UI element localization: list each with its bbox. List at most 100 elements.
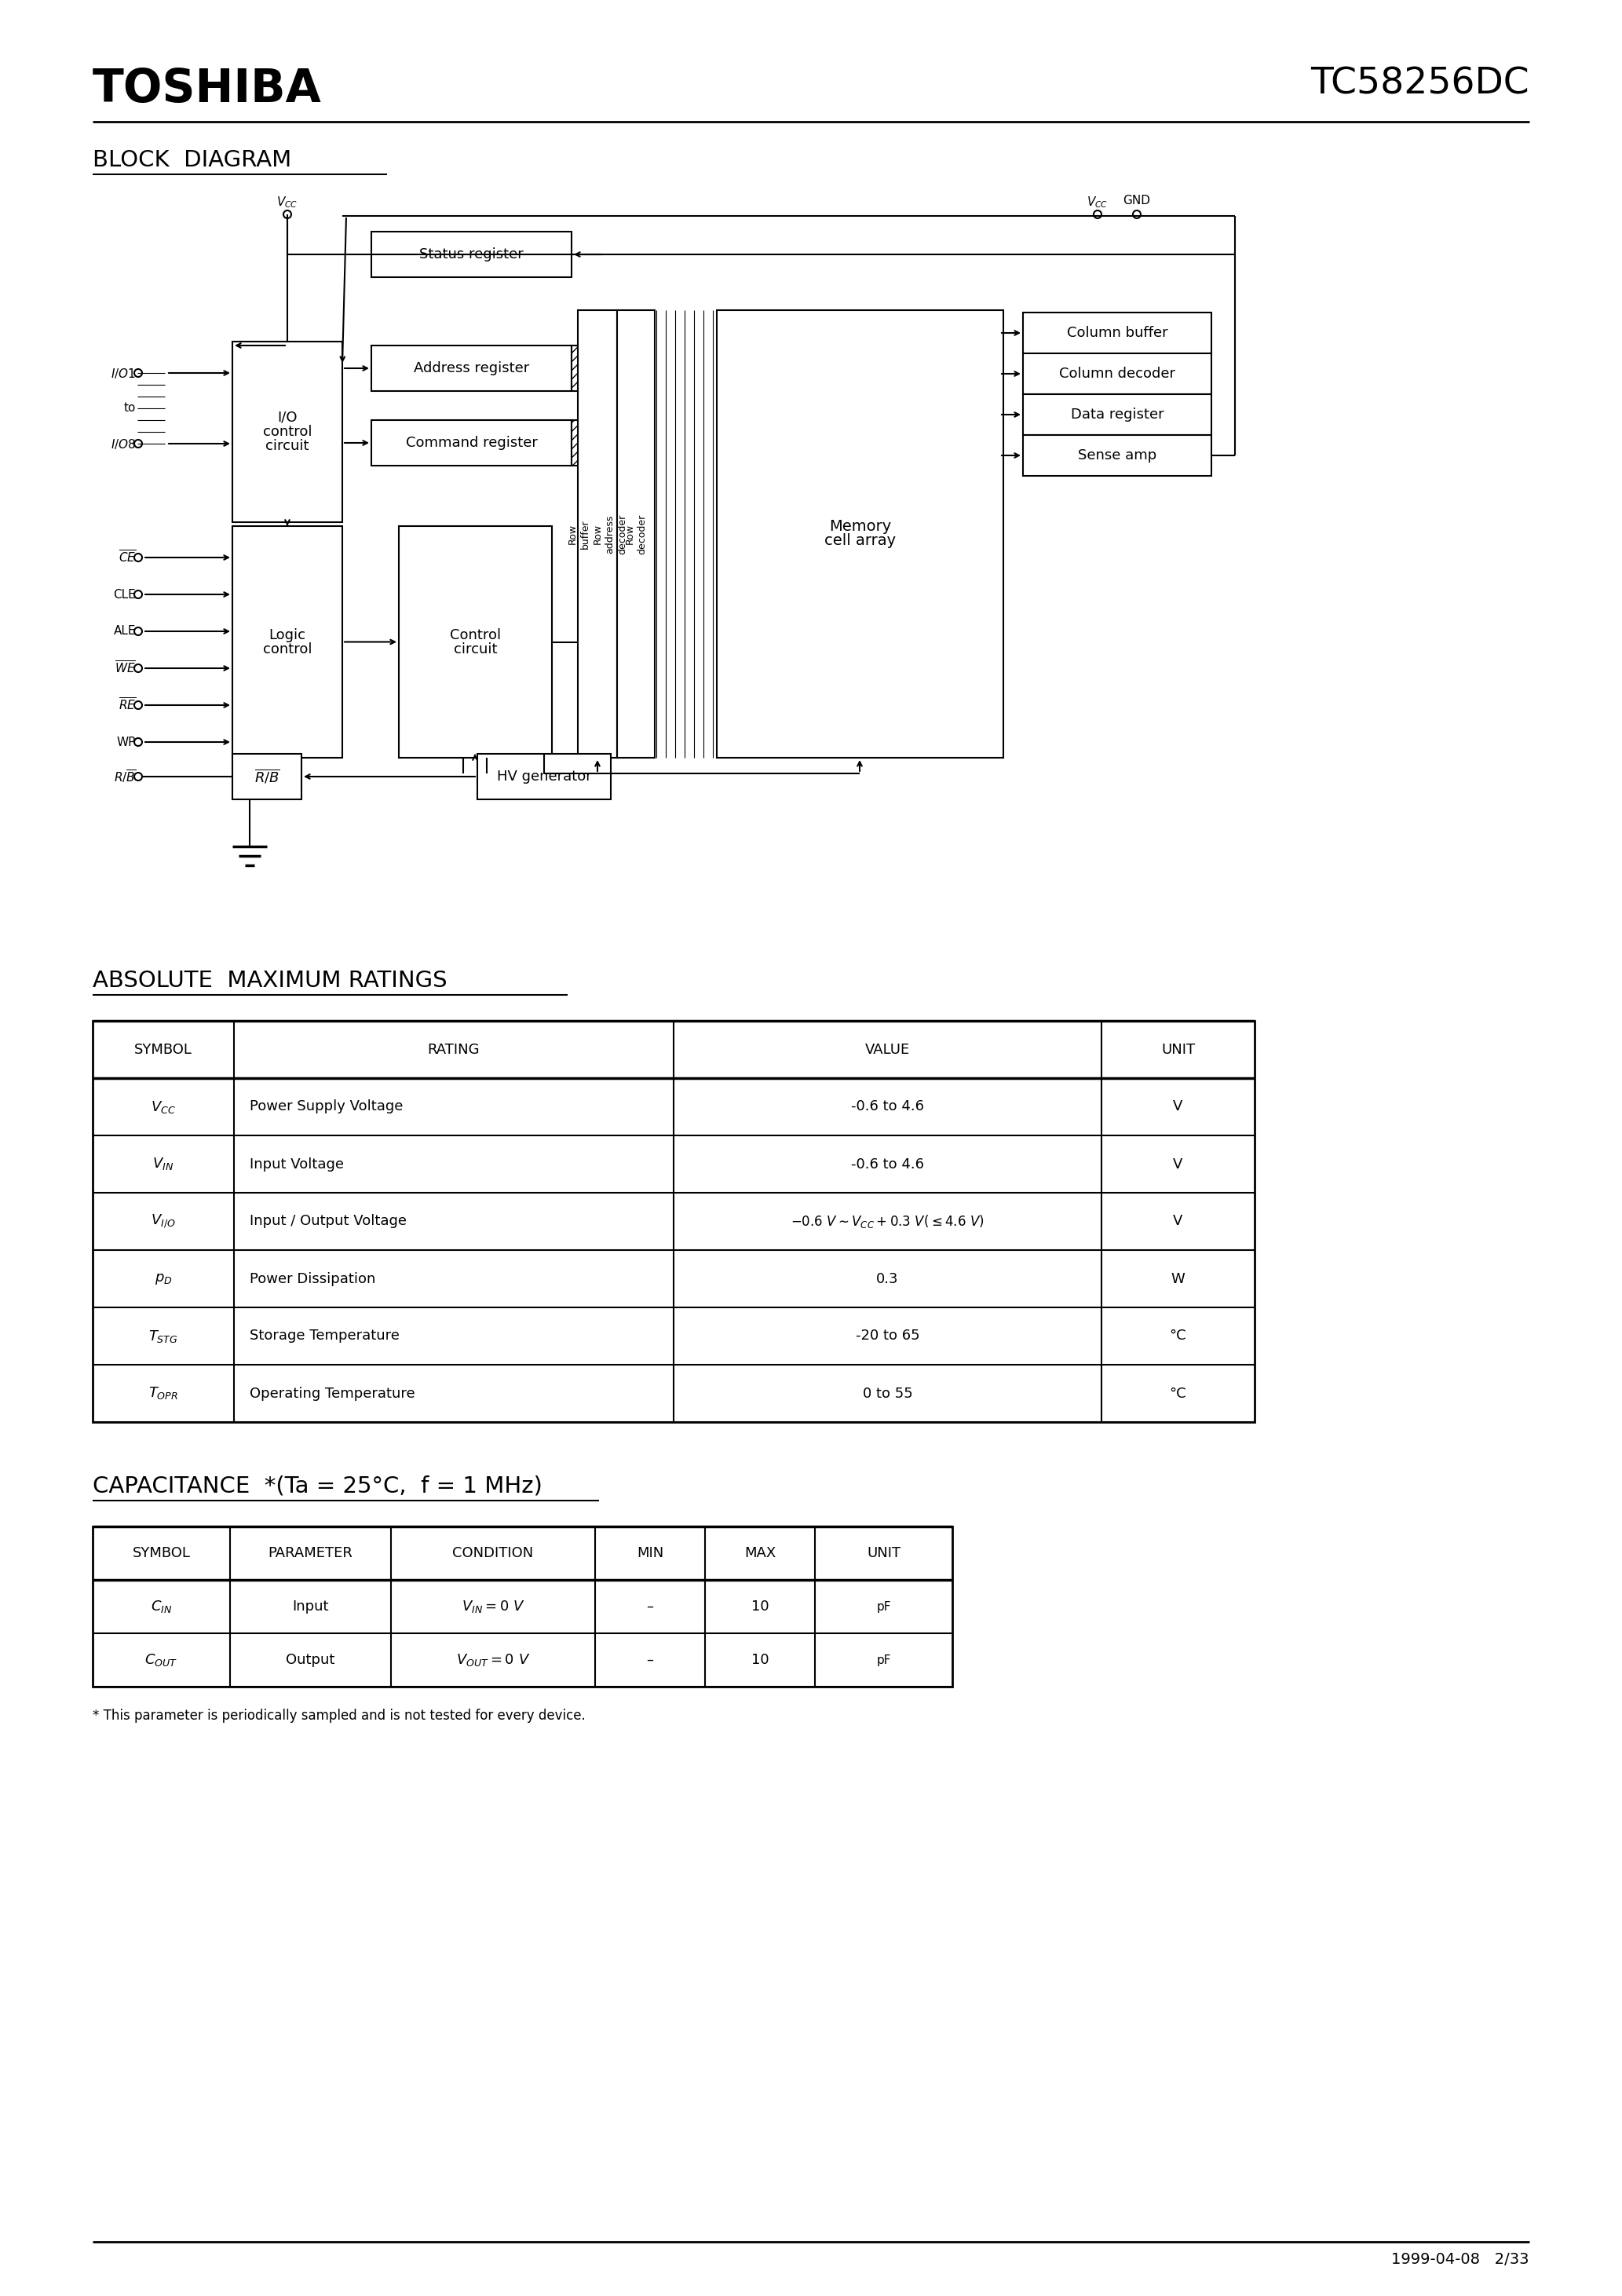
Text: 10: 10 bbox=[751, 1600, 769, 1614]
Text: GND: GND bbox=[1122, 195, 1150, 207]
Bar bbox=[1023, 354, 1212, 395]
Bar bbox=[1023, 434, 1212, 475]
Text: Row
buffer
Row
address
decoder: Row buffer Row address decoder bbox=[568, 514, 628, 553]
Text: V: V bbox=[1173, 1157, 1182, 1171]
Bar bbox=[371, 344, 571, 390]
Text: Input Voltage: Input Voltage bbox=[250, 1157, 344, 1171]
Text: $C_{IN}$: $C_{IN}$ bbox=[151, 1598, 172, 1614]
Text: Input / Output Voltage: Input / Output Voltage bbox=[250, 1215, 407, 1228]
Bar bbox=[232, 753, 302, 799]
Text: $-0.6\ V \sim V_{CC}+0.3\ V(\leq4.6\ V)$: $-0.6\ V \sim V_{CC}+0.3\ V(\leq4.6\ V)$ bbox=[792, 1212, 985, 1231]
Text: Control: Control bbox=[449, 627, 501, 643]
Text: 1999-04-08   2/33: 1999-04-08 2/33 bbox=[1392, 2252, 1530, 2266]
Text: Input: Input bbox=[292, 1600, 329, 1614]
Text: to: to bbox=[123, 402, 136, 413]
Text: RATING: RATING bbox=[428, 1042, 480, 1056]
Text: Logic: Logic bbox=[269, 627, 307, 643]
Bar bbox=[92, 1527, 952, 1688]
Text: $C_{OUT}$: $C_{OUT}$ bbox=[144, 1653, 178, 1667]
Text: HV generator: HV generator bbox=[496, 769, 592, 783]
Text: pF: pF bbox=[876, 1653, 890, 1667]
Text: ABSOLUTE  MAXIMUM RATINGS: ABSOLUTE MAXIMUM RATINGS bbox=[92, 969, 448, 992]
Bar bbox=[371, 232, 571, 278]
Text: Memory: Memory bbox=[829, 519, 890, 535]
Text: Data register: Data register bbox=[1071, 406, 1163, 422]
Bar bbox=[577, 310, 616, 758]
Text: -20 to 65: -20 to 65 bbox=[855, 1329, 920, 1343]
Text: Column decoder: Column decoder bbox=[1059, 367, 1176, 381]
Text: Power Dissipation: Power Dissipation bbox=[250, 1272, 376, 1286]
Bar bbox=[232, 526, 342, 758]
Text: $V_{IN}$: $V_{IN}$ bbox=[152, 1157, 174, 1171]
Text: * This parameter is periodically sampled and is not tested for every device.: * This parameter is periodically sampled… bbox=[92, 1708, 586, 1722]
Text: -0.6 to 4.6: -0.6 to 4.6 bbox=[852, 1100, 925, 1114]
Text: 0.3: 0.3 bbox=[876, 1272, 899, 1286]
Text: TOSHIBA: TOSHIBA bbox=[92, 67, 321, 113]
Text: BLOCK  DIAGRAM: BLOCK DIAGRAM bbox=[92, 149, 292, 172]
Text: ALE: ALE bbox=[114, 625, 136, 638]
Text: 10: 10 bbox=[751, 1653, 769, 1667]
Text: °C: °C bbox=[1169, 1329, 1187, 1343]
Text: –: – bbox=[647, 1653, 654, 1667]
Text: SYMBOL: SYMBOL bbox=[133, 1545, 190, 1561]
Text: control: control bbox=[263, 425, 311, 439]
Text: $V_{OUT} = 0\ V$: $V_{OUT} = 0\ V$ bbox=[456, 1653, 530, 1667]
Bar bbox=[571, 420, 577, 466]
Text: I/O: I/O bbox=[277, 411, 297, 425]
Text: 0 to 55: 0 to 55 bbox=[863, 1387, 913, 1401]
Text: MAX: MAX bbox=[744, 1545, 775, 1561]
Text: PARAMETER: PARAMETER bbox=[268, 1545, 354, 1561]
Text: VALUE: VALUE bbox=[865, 1042, 910, 1056]
Text: SYMBOL: SYMBOL bbox=[135, 1042, 193, 1056]
Text: UNIT: UNIT bbox=[1161, 1042, 1195, 1056]
Bar bbox=[477, 753, 611, 799]
Text: $\overline{WE}$: $\overline{WE}$ bbox=[115, 661, 136, 675]
Bar bbox=[232, 342, 342, 521]
Text: $R/\overline{B}$: $R/\overline{B}$ bbox=[114, 769, 136, 785]
Text: –: – bbox=[647, 1600, 654, 1614]
Text: Sense amp: Sense amp bbox=[1079, 448, 1156, 461]
Text: TC58256DC: TC58256DC bbox=[1311, 67, 1530, 101]
Text: °C: °C bbox=[1169, 1387, 1187, 1401]
Text: Status register: Status register bbox=[420, 248, 524, 262]
Bar bbox=[1023, 395, 1212, 434]
Text: CLE: CLE bbox=[114, 588, 136, 599]
Text: $V_{CC}$: $V_{CC}$ bbox=[151, 1100, 175, 1114]
Text: MIN: MIN bbox=[636, 1545, 663, 1561]
Text: -0.6 to 4.6: -0.6 to 4.6 bbox=[852, 1157, 925, 1171]
Bar bbox=[1023, 312, 1212, 354]
Text: circuit: circuit bbox=[454, 643, 498, 657]
Bar bbox=[371, 420, 571, 466]
Text: $V_{CC}$: $V_{CC}$ bbox=[1087, 195, 1108, 209]
Text: $V_{CC}$: $V_{CC}$ bbox=[277, 195, 298, 209]
Text: Power Supply Voltage: Power Supply Voltage bbox=[250, 1100, 402, 1114]
Text: Operating Temperature: Operating Temperature bbox=[250, 1387, 415, 1401]
Text: pF: pF bbox=[876, 1600, 890, 1612]
Text: CAPACITANCE  *(Ta = 25°C,  f = 1 MHz): CAPACITANCE *(Ta = 25°C, f = 1 MHz) bbox=[92, 1476, 542, 1497]
Text: UNIT: UNIT bbox=[866, 1545, 900, 1561]
Text: Address register: Address register bbox=[414, 360, 529, 374]
Text: control: control bbox=[263, 643, 311, 657]
Text: $T_{STG}$: $T_{STG}$ bbox=[149, 1327, 178, 1343]
Text: $I/O8$: $I/O8$ bbox=[110, 436, 136, 450]
Text: W: W bbox=[1171, 1272, 1186, 1286]
Text: Column buffer: Column buffer bbox=[1067, 326, 1168, 340]
Text: $V_{IN} = 0\ V$: $V_{IN} = 0\ V$ bbox=[461, 1598, 526, 1614]
Text: V: V bbox=[1173, 1100, 1182, 1114]
Text: Row
decoder: Row decoder bbox=[624, 514, 647, 553]
Text: cell array: cell array bbox=[824, 533, 895, 549]
Text: $\overline{CE}$: $\overline{CE}$ bbox=[118, 549, 136, 565]
Text: Command register: Command register bbox=[406, 436, 537, 450]
Text: $\overline{RE}$: $\overline{RE}$ bbox=[118, 698, 136, 714]
Bar bbox=[571, 344, 577, 390]
Text: $I/O1$: $I/O1$ bbox=[110, 367, 136, 379]
Text: Storage Temperature: Storage Temperature bbox=[250, 1329, 399, 1343]
Text: WP: WP bbox=[117, 737, 136, 748]
Text: Output: Output bbox=[285, 1653, 336, 1667]
Bar bbox=[717, 310, 1004, 758]
Text: V: V bbox=[1173, 1215, 1182, 1228]
Text: $\overline{R/B}$: $\overline{R/B}$ bbox=[255, 769, 281, 785]
Text: $p_{D}$: $p_{D}$ bbox=[154, 1272, 172, 1286]
Text: $V_{I/O}$: $V_{I/O}$ bbox=[151, 1212, 175, 1231]
Text: $T_{OPR}$: $T_{OPR}$ bbox=[148, 1384, 178, 1401]
